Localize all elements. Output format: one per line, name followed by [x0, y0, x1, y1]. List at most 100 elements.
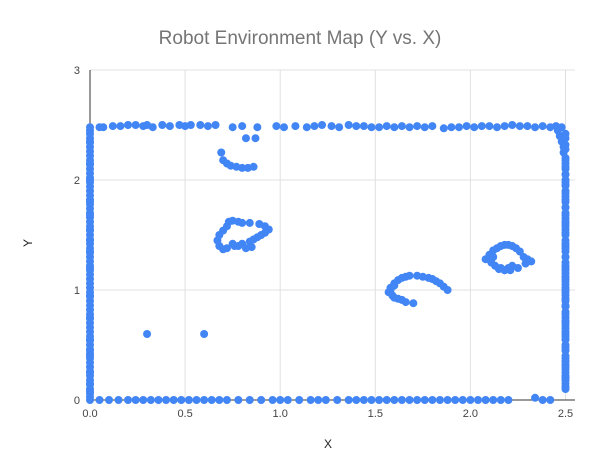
data-point	[443, 286, 452, 294]
data-point	[333, 396, 342, 404]
data-point	[561, 211, 570, 220]
data-point	[454, 123, 463, 132]
data-point	[405, 396, 414, 404]
data-point	[390, 281, 399, 290]
data-point	[283, 396, 292, 404]
data-point	[108, 122, 117, 131]
data-point	[318, 121, 327, 129]
x-tick-label: 2.0	[463, 408, 478, 420]
data-point	[508, 121, 517, 129]
data-point	[352, 122, 361, 131]
data-point	[86, 137, 94, 146]
data-point	[131, 396, 140, 404]
data-point	[291, 122, 300, 131]
x-tick-labels: 0.0 0.5 1.0 1.5 2.0 2.5	[82, 408, 573, 420]
data-point	[493, 123, 502, 132]
data-point	[504, 396, 513, 404]
y-tick-label: 3	[74, 65, 80, 77]
data-point	[420, 123, 429, 132]
data-point	[186, 121, 195, 129]
data-point	[86, 247, 94, 256]
data-point	[302, 123, 311, 132]
data-point	[169, 396, 178, 404]
data-point	[86, 159, 94, 168]
data-point	[561, 134, 570, 143]
data-point	[215, 396, 224, 404]
data-point	[496, 396, 505, 404]
data-point	[458, 396, 467, 404]
data-point	[367, 396, 376, 404]
data-point	[359, 122, 368, 131]
data-point	[154, 396, 163, 404]
data-point	[489, 253, 498, 261]
data-point	[321, 396, 330, 404]
data-point	[561, 283, 570, 292]
data-point	[531, 123, 540, 132]
data-point	[280, 123, 288, 132]
data-point	[451, 396, 460, 404]
data-point	[192, 396, 201, 404]
data-point	[211, 121, 220, 129]
y-tick-label: 1	[74, 285, 80, 297]
data-point	[253, 123, 262, 132]
data-point	[561, 365, 570, 374]
data-point	[561, 382, 570, 391]
data-point	[561, 301, 570, 310]
data-point	[538, 122, 547, 131]
data-point	[241, 134, 250, 143]
data-point	[131, 121, 140, 129]
data-point	[561, 162, 570, 171]
data-point	[196, 121, 205, 129]
data-point	[162, 396, 171, 404]
data-point	[344, 121, 353, 129]
data-point	[500, 122, 509, 131]
data-point	[234, 242, 243, 250]
data-point	[447, 123, 456, 132]
data-point	[276, 396, 285, 404]
data-point	[245, 218, 254, 227]
data-point	[405, 123, 414, 132]
data-point	[439, 124, 448, 133]
data-point	[95, 396, 104, 404]
chart-title: Robot Environment Map (Y vs. X)	[159, 28, 442, 49]
data-point	[521, 259, 530, 268]
data-point	[561, 321, 570, 330]
data-point	[86, 291, 94, 300]
data-point	[481, 396, 490, 404]
data-point	[86, 352, 94, 360]
data-point	[86, 387, 94, 396]
data-point	[561, 332, 570, 341]
data-point	[86, 123, 94, 132]
data-point	[238, 163, 247, 172]
data-point	[344, 396, 353, 404]
data-point	[335, 123, 344, 132]
data-point	[310, 122, 319, 131]
data-point	[390, 123, 399, 132]
data-point	[413, 396, 422, 404]
data-point	[466, 396, 475, 404]
data-point	[474, 396, 482, 404]
data-point	[158, 121, 167, 129]
data-point	[86, 379, 94, 388]
data-point	[420, 396, 429, 404]
data-point	[397, 122, 406, 131]
data-point	[561, 222, 570, 231]
data-point	[222, 222, 231, 231]
x-tick-label: 2.5	[558, 408, 573, 420]
axes	[89, 70, 575, 401]
data-point	[352, 396, 361, 404]
data-point	[251, 134, 260, 143]
data-point	[538, 396, 547, 404]
data-point	[435, 396, 444, 404]
data-point	[500, 266, 509, 275]
data-point	[428, 396, 437, 404]
data-point	[238, 122, 247, 131]
data-point	[249, 162, 258, 171]
data-point	[114, 396, 123, 404]
data-point	[561, 253, 570, 261]
data-point	[477, 122, 486, 131]
data-point	[405, 271, 414, 280]
x-tick-label: 1.0	[273, 408, 288, 420]
x-tick-label: 0.0	[82, 408, 97, 420]
